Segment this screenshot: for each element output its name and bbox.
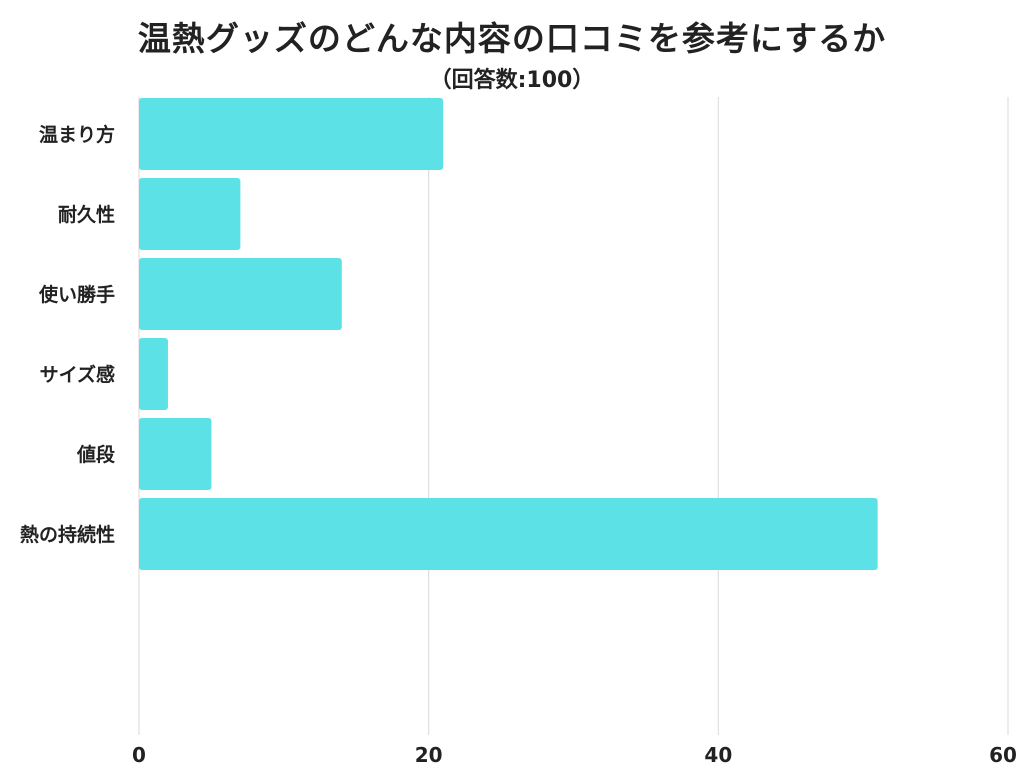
x-tick-label: 0 [132, 743, 146, 767]
bar [139, 258, 342, 330]
chart-title: 温熱グッズのどんな内容の口コミを参考にするか [137, 19, 887, 58]
bar [139, 418, 212, 490]
chart-subtitle: （回答数:100） [429, 68, 595, 93]
category-label: 熱の持続性 [20, 523, 115, 546]
bar [139, 498, 878, 570]
bar [139, 98, 444, 170]
category-label: サイズ感 [40, 363, 115, 386]
bar [139, 338, 168, 410]
bar [139, 178, 241, 250]
grid-lines [138, 97, 1009, 735]
x-tick-labels: 0 20 40 60 [132, 743, 1017, 767]
category-label: 温まり方 [39, 123, 115, 146]
x-tick-label: 40 [704, 743, 732, 767]
x-tick-label: 60 [989, 743, 1017, 767]
x-tick-label: 20 [415, 743, 443, 767]
category-label: 耐久性 [58, 203, 115, 226]
category-label: 値段 [76, 443, 116, 466]
category-label: 使い勝手 [38, 283, 115, 306]
bars [139, 98, 878, 570]
